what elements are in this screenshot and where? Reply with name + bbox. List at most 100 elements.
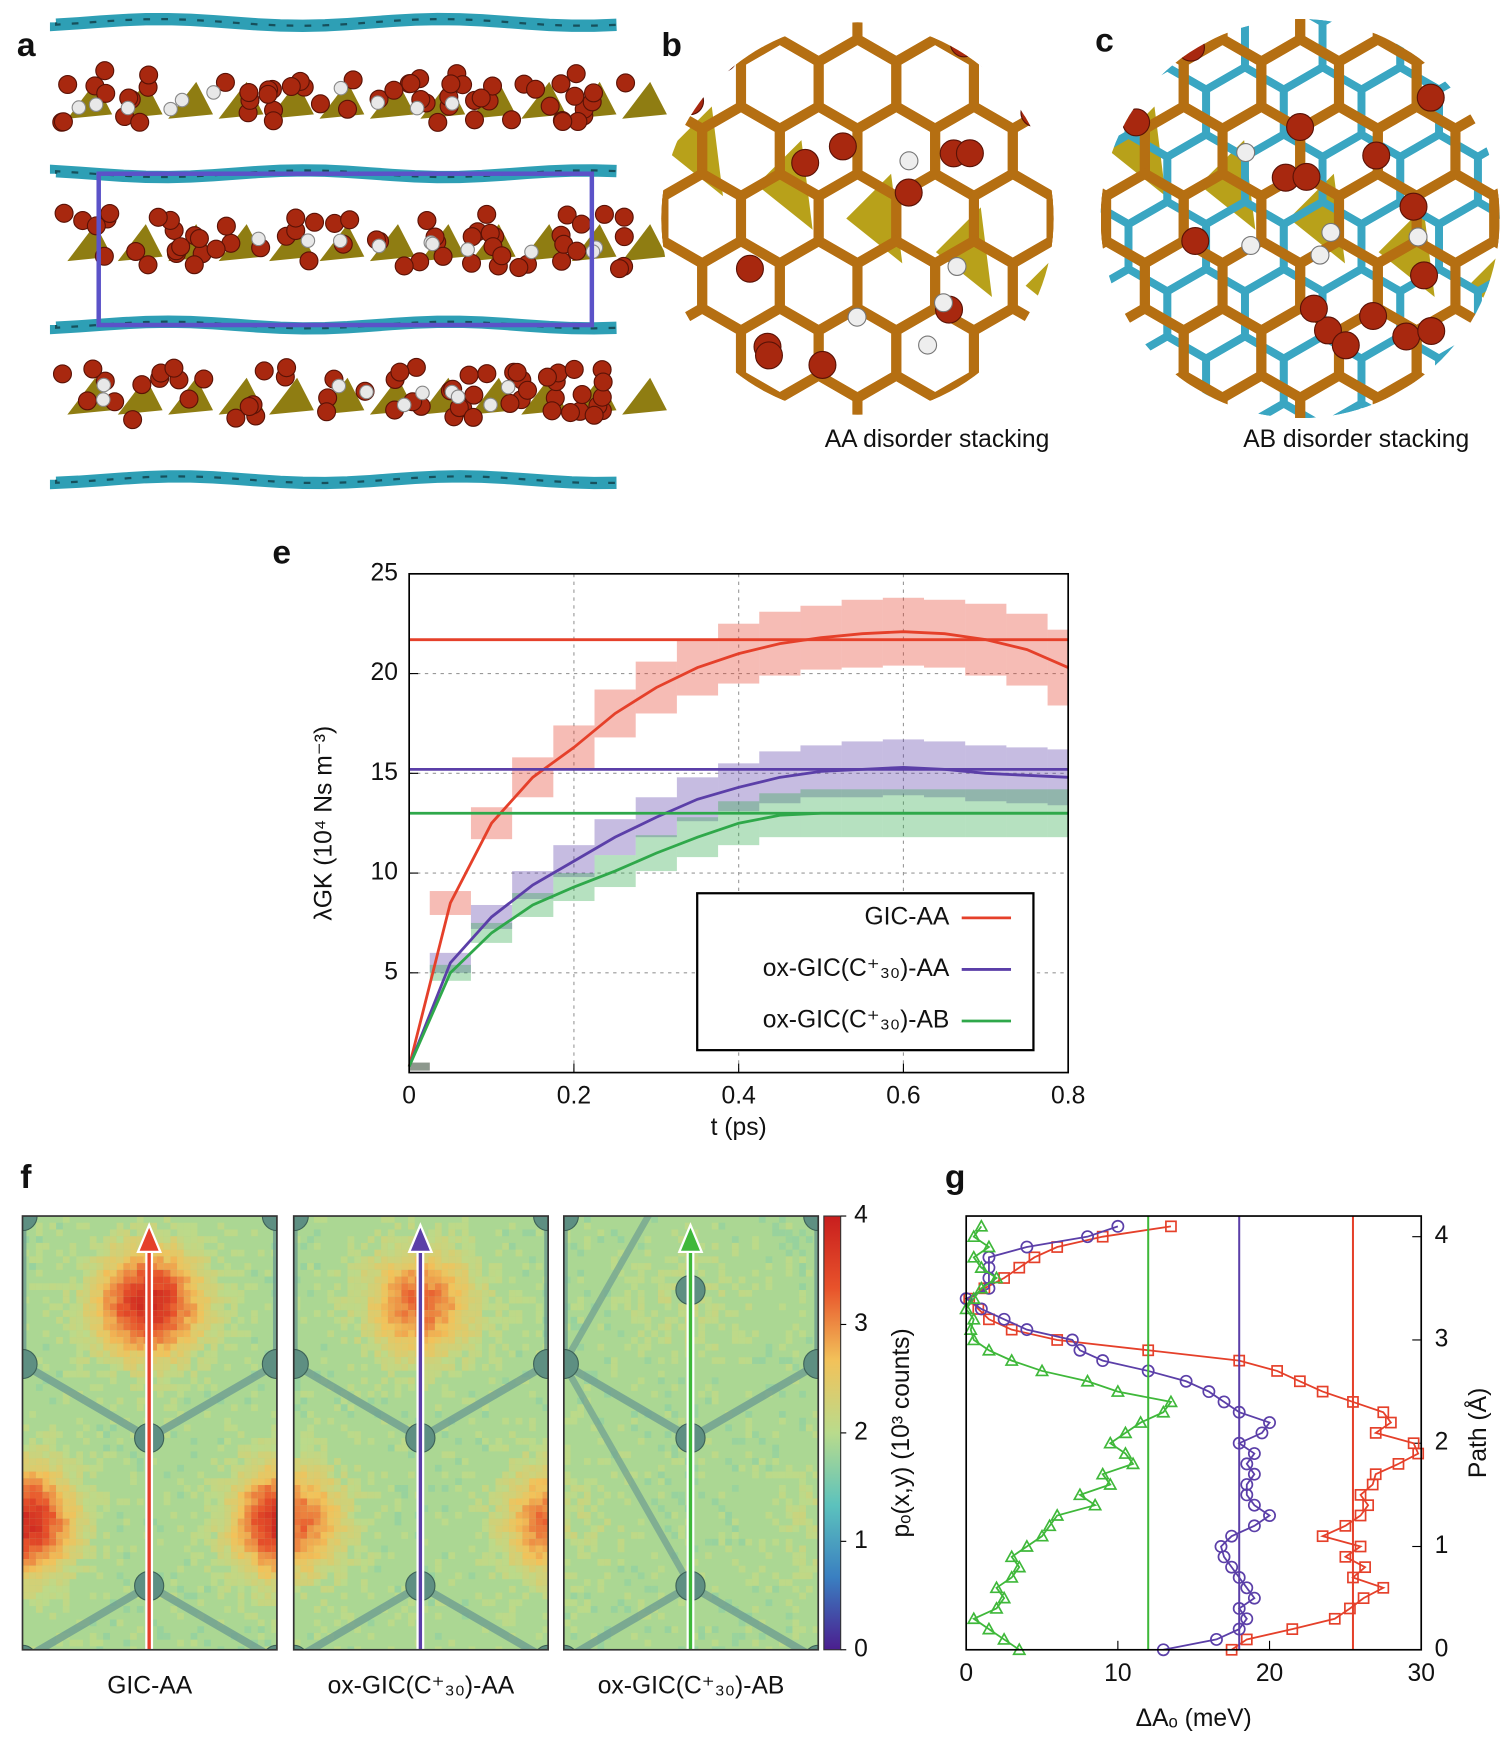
pixel <box>482 1276 489 1284</box>
pixel <box>637 1599 645 1607</box>
pixel <box>698 1337 706 1344</box>
pixel <box>408 1236 415 1243</box>
pixel <box>799 1505 806 1512</box>
pixel <box>210 1343 218 1351</box>
hexagon <box>1400 538 1478 628</box>
marker <box>1369 1427 1382 1439</box>
pixel <box>387 1242 395 1250</box>
pixel <box>96 1397 104 1405</box>
pixel <box>204 1639 211 1647</box>
pixel <box>441 1431 449 1438</box>
pixel <box>738 1632 746 1640</box>
hexagon <box>1473 265 1500 363</box>
pixel <box>468 1236 476 1243</box>
pixel <box>401 1242 409 1250</box>
pixel <box>69 1485 77 1492</box>
hexagon <box>1184 443 1262 533</box>
pixel <box>354 1505 361 1512</box>
pixel <box>475 1431 483 1438</box>
pixel <box>183 1545 191 1553</box>
pixel <box>468 1290 476 1297</box>
pixel <box>103 1343 110 1351</box>
pixel <box>156 1357 164 1364</box>
pixel <box>354 1437 361 1445</box>
pixel <box>354 1558 361 1566</box>
pixel <box>103 1337 110 1344</box>
hexagon <box>912 510 990 600</box>
pixel <box>637 1296 645 1304</box>
pixel <box>590 1538 598 1546</box>
pixel <box>421 1323 429 1331</box>
pixel <box>502 1316 509 1324</box>
pixel <box>320 1471 328 1479</box>
pixel <box>170 1310 178 1317</box>
pixel <box>657 1269 665 1277</box>
pixel <box>130 1236 137 1243</box>
oxygen <box>52 364 73 384</box>
pixel <box>522 1505 530 1512</box>
pixel <box>535 1229 543 1237</box>
pixel <box>711 1498 719 1506</box>
pixel <box>631 1471 638 1479</box>
tetrahedron <box>117 377 163 415</box>
marker <box>1034 1363 1050 1377</box>
pixel <box>116 1296 124 1304</box>
hydrogen <box>96 377 112 393</box>
pixel <box>96 1384 104 1391</box>
pixel <box>224 1558 231 1566</box>
pixel <box>320 1451 328 1459</box>
pixel <box>217 1323 225 1331</box>
pixel <box>244 1283 252 1291</box>
marker <box>1247 1591 1261 1605</box>
pixel <box>765 1511 773 1519</box>
pixel <box>49 1565 57 1573</box>
pixel <box>76 1538 84 1546</box>
atom <box>536 1644 549 1650</box>
pixel <box>577 1316 585 1324</box>
pixel <box>468 1310 476 1317</box>
pixel <box>76 1464 84 1472</box>
pixel <box>183 1310 191 1317</box>
pixel <box>718 1303 726 1311</box>
pixel <box>217 1538 225 1546</box>
pixel <box>394 1303 402 1311</box>
pixel <box>508 1310 516 1317</box>
pixel <box>42 1485 50 1492</box>
pixel <box>577 1303 585 1311</box>
pixel <box>62 1505 70 1512</box>
pixel <box>488 1491 496 1499</box>
pixel <box>230 1458 238 1465</box>
pixel <box>535 1632 543 1640</box>
pixel <box>441 1236 449 1243</box>
oxygen <box>226 408 246 428</box>
pixel <box>765 1343 773 1351</box>
pixel <box>428 1485 435 1492</box>
pixel <box>434 1242 442 1250</box>
pixel <box>455 1290 462 1297</box>
pixel <box>535 1505 543 1512</box>
pixel <box>488 1357 496 1364</box>
pixel <box>705 1296 712 1304</box>
pixel <box>502 1229 509 1237</box>
pixel <box>535 1525 543 1533</box>
pixel <box>570 1538 578 1546</box>
pixel <box>671 1229 679 1237</box>
pixel <box>230 1485 238 1492</box>
pixel <box>251 1511 258 1519</box>
pixel <box>307 1485 314 1492</box>
pixel <box>570 1599 578 1607</box>
pixel <box>334 1296 341 1304</box>
hydrogen <box>163 101 178 117</box>
pixel <box>170 1337 178 1344</box>
pixel <box>96 1296 104 1304</box>
pixel <box>89 1552 97 1559</box>
pixel <box>210 1236 218 1243</box>
pixel <box>62 1370 70 1378</box>
pixel <box>502 1505 509 1512</box>
pixel <box>604 1390 611 1398</box>
pixel <box>408 1471 415 1479</box>
pixel <box>360 1585 368 1593</box>
bond <box>563 1216 653 1366</box>
pixel <box>204 1263 211 1270</box>
pixel <box>170 1290 178 1297</box>
